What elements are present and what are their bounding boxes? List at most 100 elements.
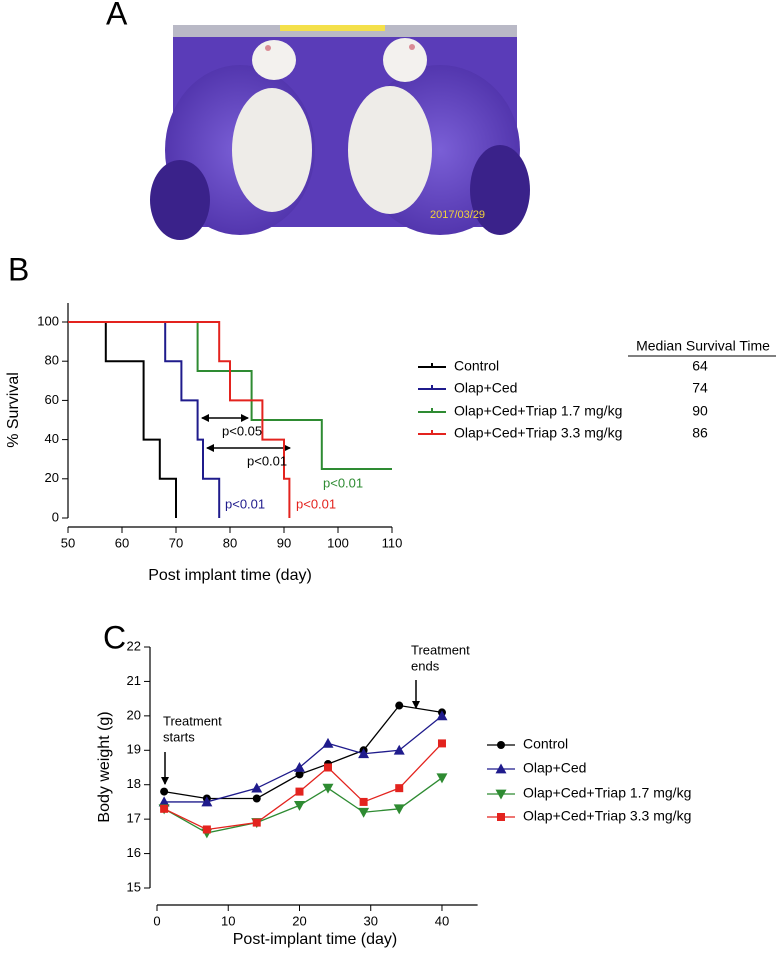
x-axis-label: Post implant time (day)	[148, 567, 312, 584]
y-axis-label: Body weight (g)	[96, 711, 113, 822]
panel-label: B	[8, 251, 29, 287]
marker	[295, 787, 304, 796]
marker	[160, 787, 169, 796]
y-tick-label: 80	[45, 353, 59, 368]
marker	[251, 782, 263, 793]
legend-marker	[495, 789, 507, 800]
annotation: p<0.01	[247, 453, 287, 468]
photo: 2017/03/29	[150, 25, 530, 240]
marker	[322, 737, 334, 748]
annotation: starts	[163, 729, 195, 744]
y-tick-label: 21	[127, 673, 141, 688]
x-tick-label: 100	[327, 535, 349, 550]
series-line	[163, 742, 443, 831]
legend-marker	[497, 813, 505, 821]
legend-label: Olap+Ced	[523, 760, 586, 776]
x-tick-label: 0	[153, 913, 160, 928]
panel-label: A	[106, 0, 128, 31]
marker	[252, 794, 261, 803]
annotation: p<0.01	[225, 496, 265, 511]
glove	[470, 145, 530, 235]
x-tick-label: 50	[61, 535, 75, 550]
legend-label: Olap+Ced+Triap 3.3 mg/kg	[454, 425, 622, 441]
legend-label: Olap+Ced+Triap 1.7 mg/kg	[523, 785, 691, 801]
x-axis-label: Post-implant time (day)	[233, 931, 398, 948]
legend-label: Olap+Ced+Triap 1.7 mg/kg	[454, 403, 622, 419]
y-tick-label: 16	[127, 845, 141, 860]
y-tick-label: 100	[37, 313, 59, 328]
x-tick-label: 10	[221, 913, 235, 928]
y-tick-label: 20	[45, 470, 59, 485]
y-tick-label: 0	[52, 509, 59, 524]
rat-ear	[265, 45, 271, 51]
legend-label: Olap+Ced	[454, 380, 517, 396]
marker	[437, 739, 446, 748]
survival-line	[68, 321, 221, 518]
survival-line	[68, 321, 177, 518]
marker	[436, 710, 448, 721]
y-tick-label: 22	[127, 638, 141, 653]
marker	[295, 770, 304, 779]
survival-line	[68, 321, 291, 518]
series-line	[164, 715, 443, 803]
marker	[393, 744, 405, 755]
median-value: 74	[692, 380, 708, 396]
x-tick-label: 90	[277, 535, 291, 550]
annotation: ends	[411, 658, 440, 673]
x-tick-label: 80	[223, 535, 237, 550]
survival-line	[68, 321, 392, 470]
y-tick-label: 20	[127, 707, 141, 722]
y-tick-label: 40	[45, 431, 59, 446]
marker	[393, 804, 405, 815]
marker	[252, 818, 261, 827]
glove	[150, 160, 210, 240]
annotation: p<0.01	[296, 496, 336, 511]
panel-label: C	[103, 619, 126, 655]
x-tick-label: 20	[292, 913, 306, 928]
marker	[158, 796, 170, 807]
annotation: Treatment	[163, 713, 222, 728]
marker	[293, 762, 305, 772]
x-tick-label: 30	[363, 913, 377, 928]
annotation: p<0.01	[323, 475, 363, 490]
x-tick-label: 70	[169, 535, 183, 550]
marker	[202, 825, 211, 834]
marker	[293, 800, 305, 811]
date-stamp: 2017/03/29	[430, 209, 485, 221]
legend-marker	[497, 741, 505, 749]
y-tick-label: 60	[45, 392, 59, 407]
rat-body	[232, 88, 312, 212]
marker	[359, 797, 368, 806]
y-tick-label: 15	[127, 879, 141, 894]
marker	[201, 796, 213, 807]
x-tick-label: 60	[115, 535, 129, 550]
photo-paper	[280, 25, 385, 31]
marker	[395, 784, 404, 793]
x-tick-label: 40	[435, 913, 449, 928]
legend-label: Control	[454, 358, 499, 374]
marker	[358, 748, 370, 759]
rat-head	[383, 38, 427, 82]
marker	[323, 763, 332, 772]
annotation: Treatment	[411, 642, 470, 657]
median-value: 90	[692, 403, 708, 419]
y-tick-label: 19	[127, 742, 141, 757]
annotation: p<0.05	[222, 423, 262, 438]
marker	[436, 773, 448, 784]
median-value: 86	[692, 425, 708, 441]
marker	[322, 783, 334, 794]
arrows	[161, 414, 420, 785]
rat-head	[252, 40, 296, 80]
rat-ear	[409, 44, 415, 50]
marker	[160, 804, 169, 813]
table-header: Median Survival Time	[636, 338, 770, 354]
y-axis-label: % Survival	[5, 372, 22, 448]
marker	[358, 807, 370, 818]
legend-marker	[495, 763, 507, 774]
y-tick-label: 18	[127, 776, 141, 791]
median-value: 64	[692, 358, 708, 374]
marker	[395, 701, 404, 710]
rat-body	[348, 86, 432, 214]
